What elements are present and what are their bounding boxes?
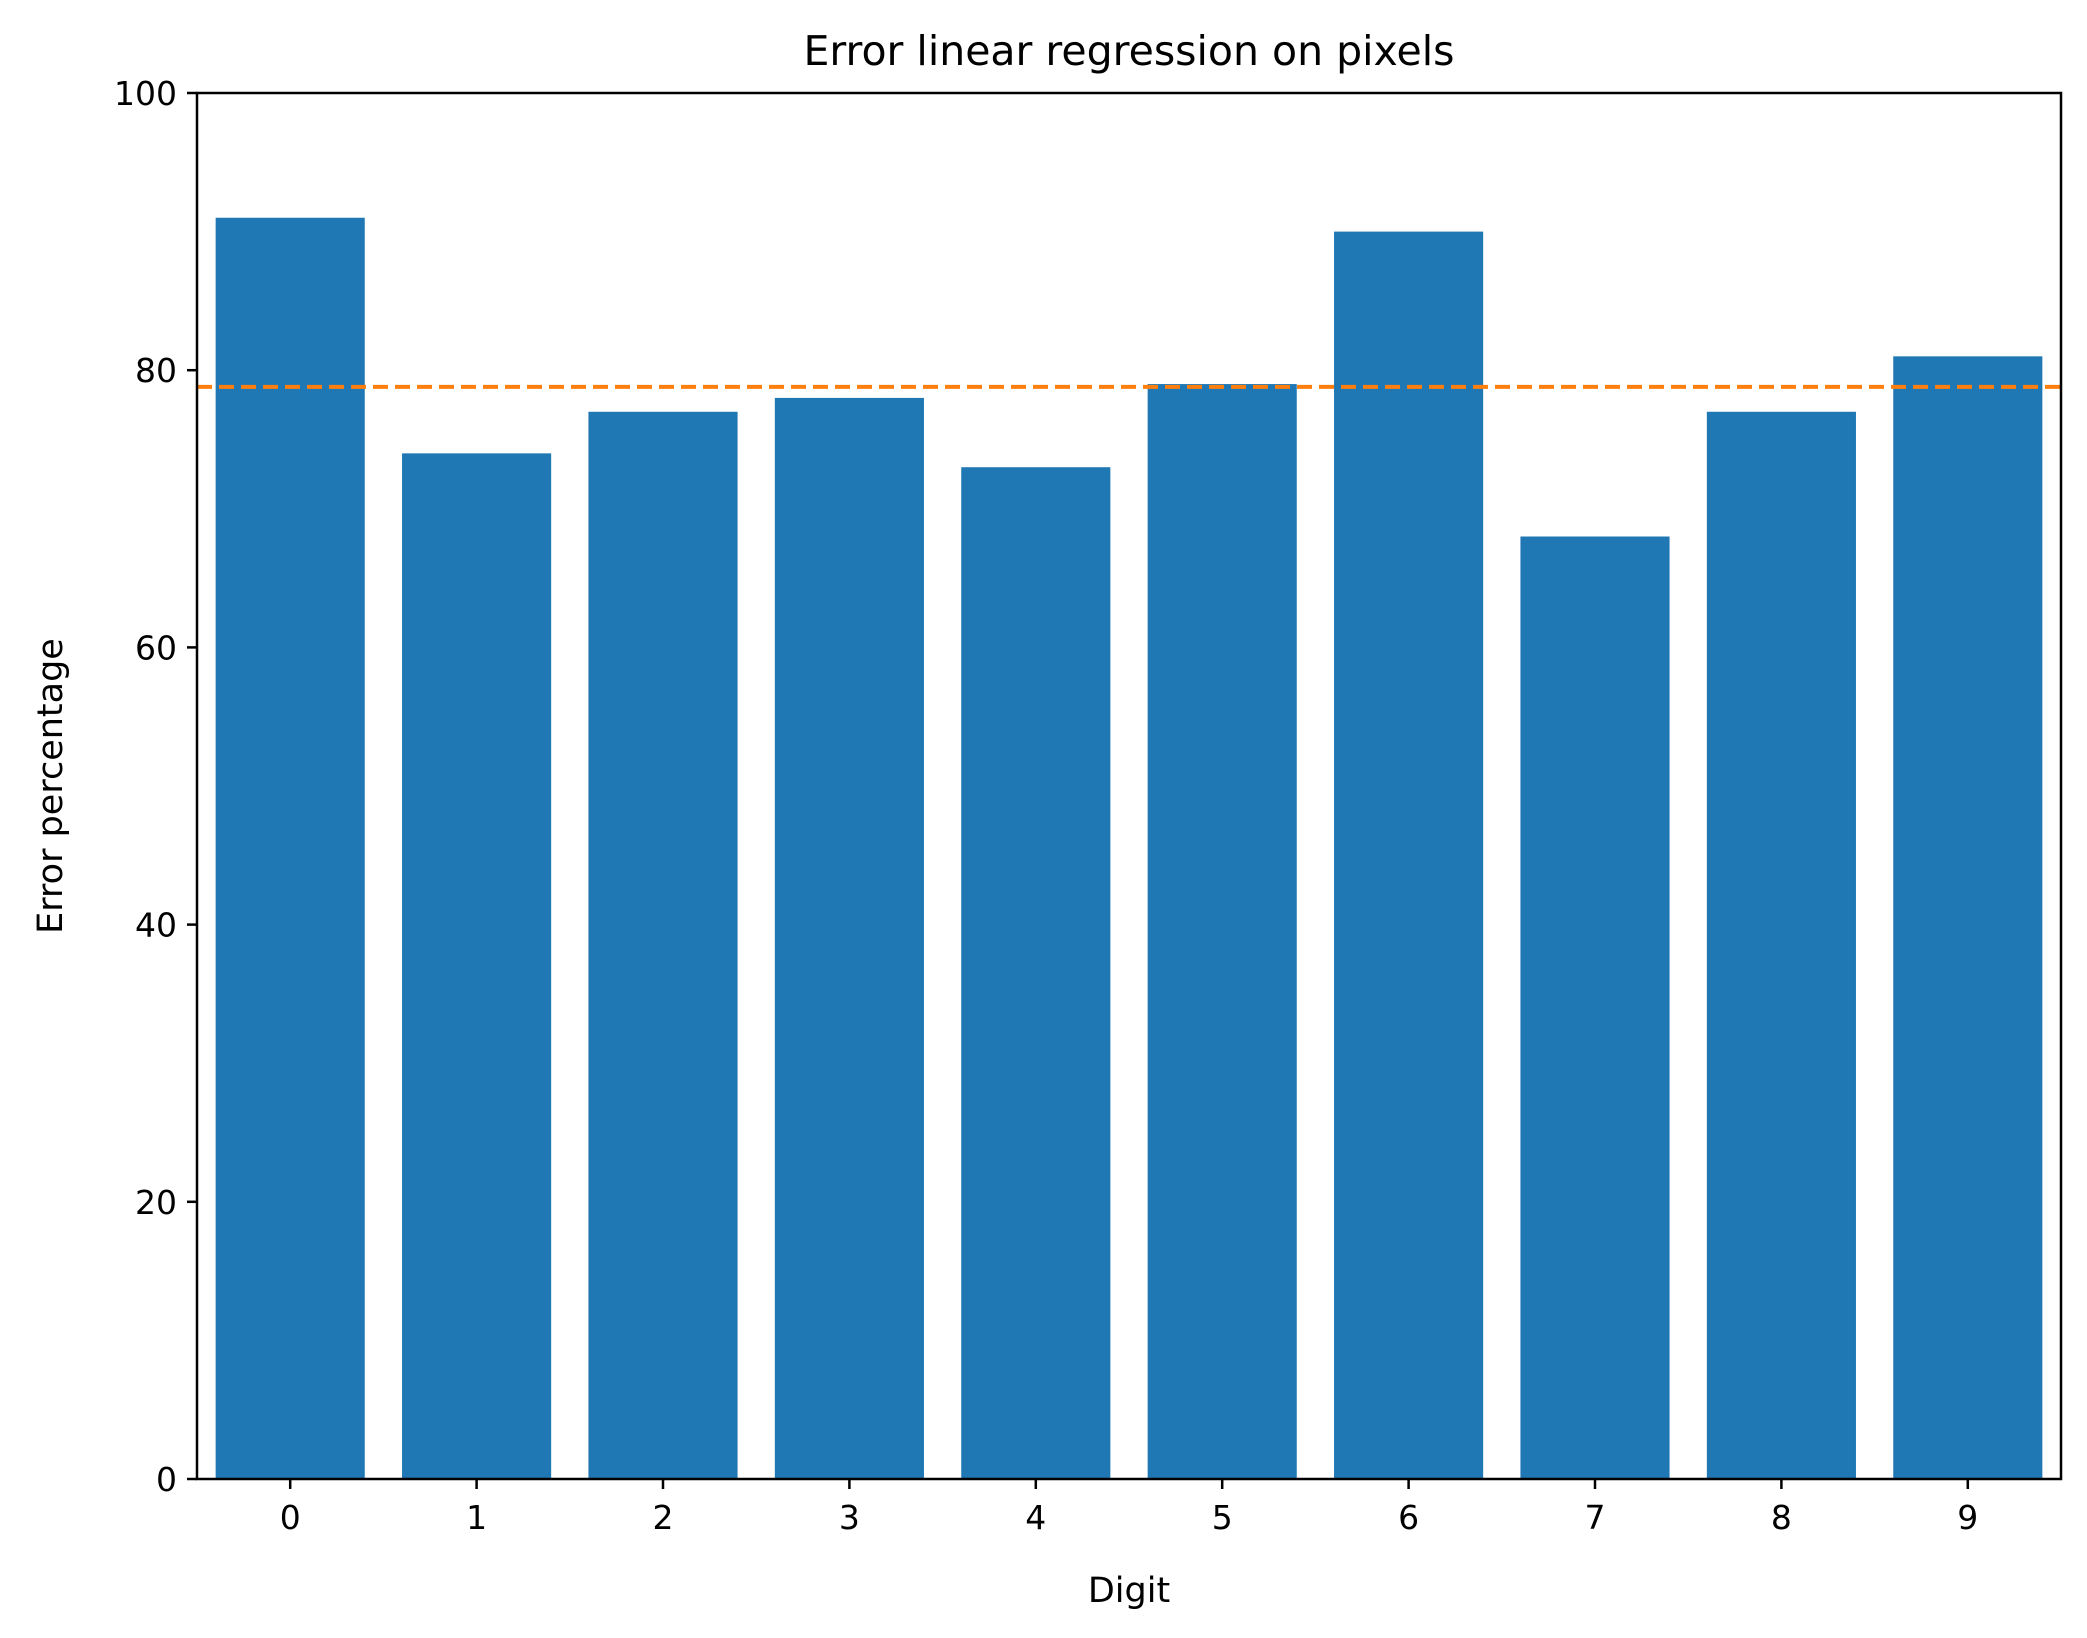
x-tick-label: 1 [466, 1498, 487, 1537]
y-axis-ticks: 0 20 40 60 80 100 [114, 74, 197, 1499]
bar-digit-6 [1334, 231, 1484, 1480]
bar-digit-2 [588, 411, 738, 1479]
y-tick-label: 0 [156, 1460, 177, 1499]
y-axis-label: Error percentage [31, 638, 71, 934]
chart-title: Error linear regression on pixels [803, 27, 1454, 75]
bar-digit-3 [774, 397, 924, 1479]
x-tick-label: 3 [839, 1498, 860, 1537]
x-tick-label: 7 [1585, 1498, 1606, 1537]
y-tick-label: 80 [135, 351, 177, 390]
y-tick-label: 40 [135, 906, 177, 945]
y-tick-label: 100 [114, 74, 177, 113]
plot-area-frame [195, 91, 2063, 1481]
x-tick-label: 9 [1957, 1498, 1978, 1537]
x-tick-label: 2 [653, 1498, 674, 1537]
y-tick-label: 20 [135, 1183, 177, 1222]
bar-digit-4 [961, 467, 1111, 1480]
bars-group [215, 217, 2043, 1480]
bar-digit-5 [1147, 384, 1297, 1479]
bar-digit-8 [1706, 411, 1856, 1479]
x-axis-label: Digit [1088, 1571, 1170, 1611]
x-tick-label: 5 [1212, 1498, 1233, 1537]
bar-digit-9 [1893, 356, 2043, 1480]
bar-digit-1 [402, 453, 552, 1479]
x-tick-label: 4 [1025, 1498, 1046, 1537]
bar-digit-0 [215, 217, 365, 1480]
y-tick-label: 60 [135, 628, 177, 667]
x-tick-label: 0 [280, 1498, 301, 1537]
x-axis-ticks: 0 1 2 3 4 5 6 7 8 9 [280, 1479, 1978, 1537]
x-tick-label: 8 [1771, 1498, 1792, 1537]
bar-digit-7 [1520, 536, 1670, 1479]
x-tick-label: 6 [1398, 1498, 1419, 1537]
